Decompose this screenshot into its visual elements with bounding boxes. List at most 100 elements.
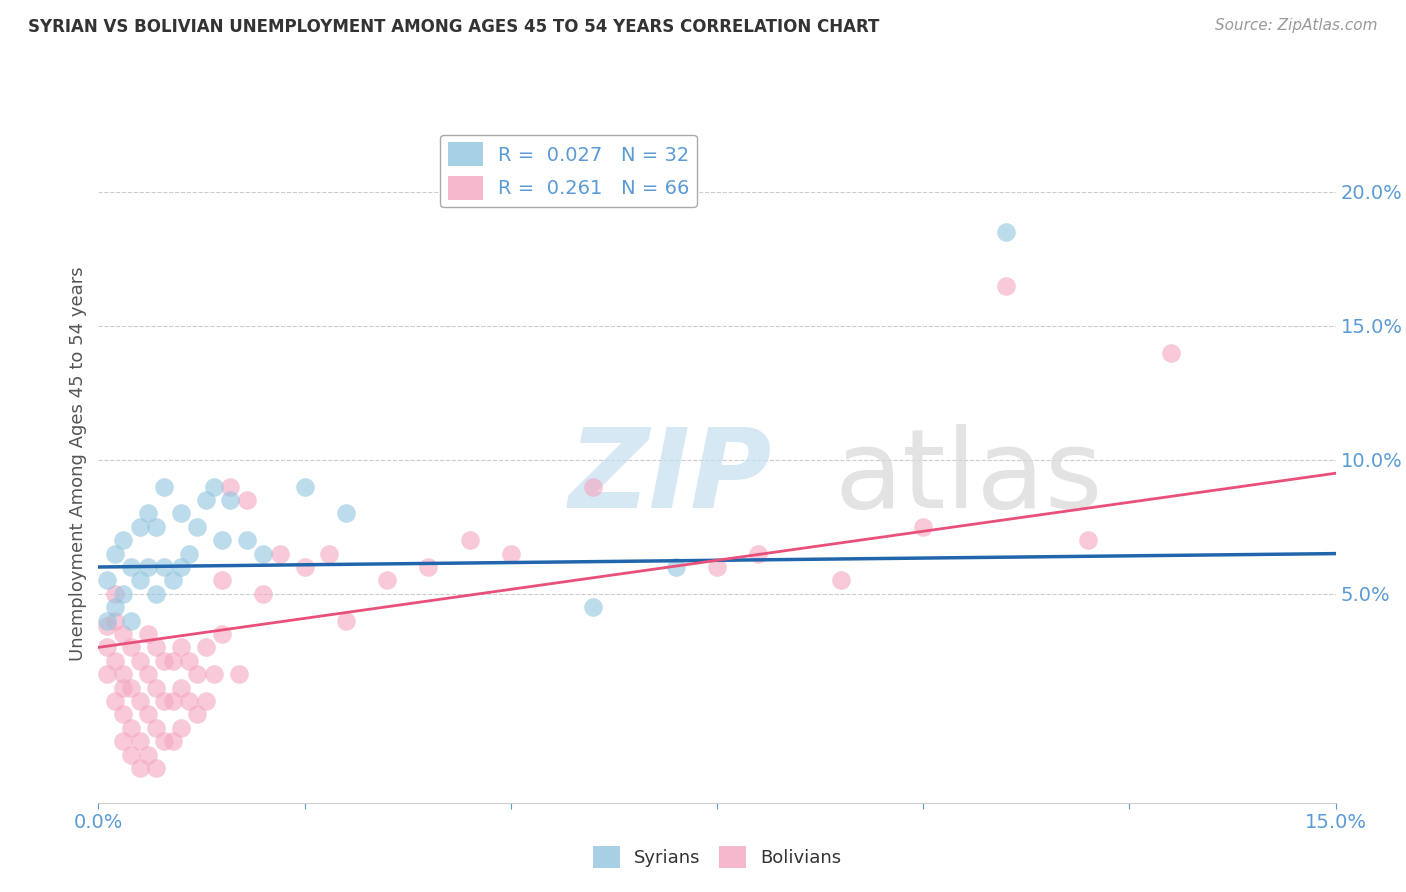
Point <box>104 654 127 668</box>
Point <box>318 547 340 561</box>
Point <box>104 587 127 601</box>
Point <box>120 640 142 655</box>
Text: ZIP: ZIP <box>568 424 772 531</box>
Text: SYRIAN VS BOLIVIAN UNEMPLOYMENT AMONG AGES 45 TO 54 YEARS CORRELATION CHART: SYRIAN VS BOLIVIAN UNEMPLOYMENT AMONG AG… <box>28 18 880 36</box>
Y-axis label: Unemployment Among Ages 45 to 54 years: Unemployment Among Ages 45 to 54 years <box>69 267 87 661</box>
Point <box>994 278 1017 293</box>
Point <box>170 681 193 695</box>
Point <box>582 600 605 615</box>
Point <box>112 707 135 722</box>
Point <box>136 560 159 574</box>
Point <box>162 734 184 748</box>
Point <box>179 694 201 708</box>
Point <box>170 507 193 521</box>
Point <box>120 560 142 574</box>
Point <box>194 640 217 655</box>
Point <box>128 520 150 534</box>
Point <box>375 574 398 588</box>
Point <box>145 520 167 534</box>
Point <box>136 747 159 762</box>
Point <box>128 574 150 588</box>
Point <box>128 694 150 708</box>
Point <box>162 654 184 668</box>
Point <box>128 734 150 748</box>
Point <box>120 721 142 735</box>
Point <box>170 640 193 655</box>
Point <box>418 560 440 574</box>
Point <box>179 654 201 668</box>
Point <box>145 640 167 655</box>
Point <box>179 547 201 561</box>
Point <box>211 574 233 588</box>
Point <box>335 614 357 628</box>
Point <box>145 721 167 735</box>
Point <box>120 747 142 762</box>
Point <box>211 533 233 548</box>
Point <box>236 533 259 548</box>
Point <box>96 640 118 655</box>
Point <box>236 493 259 508</box>
Point <box>458 533 481 548</box>
Point <box>104 547 127 561</box>
Point <box>228 667 250 681</box>
Point <box>665 560 688 574</box>
Point <box>499 547 522 561</box>
Point <box>112 587 135 601</box>
Point <box>162 694 184 708</box>
Point <box>112 734 135 748</box>
Point <box>96 619 118 633</box>
Point <box>170 721 193 735</box>
Point <box>120 614 142 628</box>
Point <box>211 627 233 641</box>
Point <box>153 654 176 668</box>
Point <box>747 547 769 561</box>
Point <box>252 587 274 601</box>
Legend: Syrians, Bolivians: Syrians, Bolivians <box>585 838 849 875</box>
Point <box>96 574 118 588</box>
Point <box>104 600 127 615</box>
Point <box>269 547 291 561</box>
Point <box>335 507 357 521</box>
Point <box>112 533 135 548</box>
Text: Source: ZipAtlas.com: Source: ZipAtlas.com <box>1215 18 1378 33</box>
Point <box>136 707 159 722</box>
Point <box>1077 533 1099 548</box>
Point <box>120 681 142 695</box>
Point <box>112 681 135 695</box>
Point <box>194 493 217 508</box>
Point <box>128 761 150 775</box>
Point <box>128 654 150 668</box>
Point <box>112 667 135 681</box>
Point <box>136 627 159 641</box>
Point <box>582 480 605 494</box>
Point <box>294 560 316 574</box>
Point <box>153 560 176 574</box>
Point <box>153 734 176 748</box>
Point <box>186 707 208 722</box>
Point <box>706 560 728 574</box>
Point <box>186 520 208 534</box>
Point <box>994 225 1017 239</box>
Point <box>1160 345 1182 359</box>
Point <box>252 547 274 561</box>
Point <box>202 480 225 494</box>
Point <box>96 667 118 681</box>
Point <box>153 694 176 708</box>
Point <box>153 480 176 494</box>
Point <box>170 560 193 574</box>
Point <box>202 667 225 681</box>
Point <box>294 480 316 494</box>
Point <box>912 520 935 534</box>
Point <box>104 614 127 628</box>
Point <box>194 694 217 708</box>
Point <box>104 694 127 708</box>
Point <box>136 507 159 521</box>
Point <box>162 574 184 588</box>
Point <box>186 667 208 681</box>
Text: atlas: atlas <box>835 424 1104 531</box>
Point <box>145 761 167 775</box>
Point <box>136 667 159 681</box>
Point <box>830 574 852 588</box>
Point <box>145 681 167 695</box>
Point <box>112 627 135 641</box>
